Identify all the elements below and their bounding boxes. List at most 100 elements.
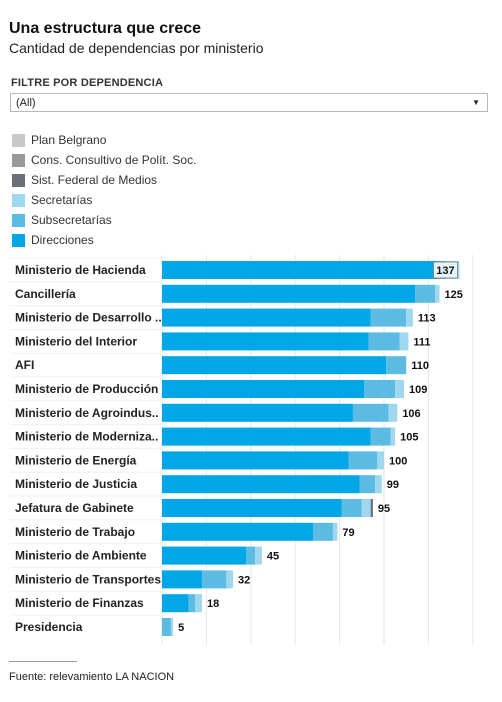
bar-segment[interactable] xyxy=(162,332,369,351)
bar-segment[interactable] xyxy=(162,380,365,398)
bar-segment[interactable] xyxy=(359,475,376,494)
bar-value-label: 99 xyxy=(387,479,399,491)
category-label: Ministerio de Ambiente xyxy=(15,549,147,563)
legend-label: Cons. Consultivo de Polít. Soc. xyxy=(31,153,197,167)
legend-label: Direcciones xyxy=(31,233,94,247)
bar-segment[interactable] xyxy=(395,380,404,398)
bar-segment[interactable] xyxy=(388,403,398,422)
legend-item[interactable]: Plan Belgrano xyxy=(12,130,196,150)
bar-segment[interactable] xyxy=(332,522,338,541)
bar-segment[interactable] xyxy=(348,451,378,470)
category-label: Ministerio de Hacienda xyxy=(15,263,146,277)
category-label: Ministerio de Trabajo xyxy=(15,525,135,539)
category-label: Ministerio del Interior xyxy=(15,334,137,348)
bar-segment[interactable] xyxy=(341,499,362,517)
bar-segment[interactable] xyxy=(435,284,440,303)
source-note: Fuente: relevamiento LA NACION xyxy=(9,671,175,683)
triangle-down-icon[interactable]: ▼ xyxy=(472,98,480,107)
category-label: Jefatura de Gabinete xyxy=(15,501,134,515)
bar-segment[interactable] xyxy=(162,546,247,565)
bar-value-label: 125 xyxy=(445,289,463,301)
bar-value-label: 137 xyxy=(436,265,454,277)
stacked-bar-chart: Ministerio de Hacienda 137 Cancillería 125 M… xyxy=(10,255,474,645)
bar-segment[interactable] xyxy=(162,403,353,422)
legend-swatch xyxy=(12,233,25,247)
bar-segment[interactable] xyxy=(195,594,202,613)
bar-value-label: 110 xyxy=(411,360,429,372)
bar-segment[interactable] xyxy=(162,261,438,279)
chart-subtitle: Cantidad de dependencias por ministerio xyxy=(9,40,264,56)
bar-segment[interactable] xyxy=(368,332,400,351)
bar-segment[interactable] xyxy=(352,403,389,422)
legend-item[interactable]: Cons. Consultivo de Polít. Soc. xyxy=(12,150,196,170)
category-label: Ministerio de Moderniza.. xyxy=(15,430,158,444)
category-label: Ministerio de Transportes xyxy=(15,572,161,586)
legend-item[interactable]: Subsecretarías xyxy=(12,210,196,230)
filter-dropdown[interactable]: (All) ▼ xyxy=(10,93,488,112)
bar-segment[interactable] xyxy=(370,499,373,517)
bar-segment[interactable] xyxy=(162,570,202,589)
bar-segment[interactable] xyxy=(386,356,407,375)
category-label: Ministerio de Finanzas xyxy=(15,596,144,610)
bar-segment[interactable] xyxy=(390,427,396,446)
bar-value-label: 100 xyxy=(389,455,407,467)
filter-dropdown-value: (All) xyxy=(16,97,36,109)
bar-segment[interactable] xyxy=(201,570,227,589)
legend-swatch xyxy=(12,213,25,227)
category-label: Cancillería xyxy=(15,287,76,301)
bar-value-label: 106 xyxy=(402,408,420,420)
bar-segment[interactable] xyxy=(162,594,189,613)
bar-segment[interactable] xyxy=(364,380,396,398)
bar-segment[interactable] xyxy=(162,618,171,636)
bar-value-label: 32 xyxy=(238,574,250,586)
category-label: Ministerio de Agroindus.. xyxy=(15,406,159,420)
bar-segment[interactable] xyxy=(162,284,416,303)
bar-segment[interactable] xyxy=(162,427,371,446)
bar-segment[interactable] xyxy=(370,427,391,446)
bar-value-label: 5 xyxy=(178,622,184,634)
bar-segment[interactable] xyxy=(375,475,382,494)
category-label: AFI xyxy=(15,358,34,372)
bar-segment[interactable] xyxy=(377,451,384,470)
bar-segment[interactable] xyxy=(162,475,360,494)
bar-segment[interactable] xyxy=(361,499,371,517)
bar-value-label: 113 xyxy=(418,313,436,325)
legend-label: Secretarías xyxy=(31,193,93,207)
chart-title: Una estructura que crece xyxy=(9,20,202,37)
category-label: Presidencia xyxy=(15,620,83,634)
bar-segment[interactable] xyxy=(162,356,387,375)
legend-item[interactable]: Sist. Federal de Medios xyxy=(12,170,196,190)
bar-segment[interactable] xyxy=(162,451,349,470)
bar-segment[interactable] xyxy=(188,594,196,613)
bar-value-label: 45 xyxy=(267,551,279,563)
bar-value-label: 79 xyxy=(342,527,354,539)
legend-swatch xyxy=(12,153,25,167)
bar-value-label: 111 xyxy=(413,336,430,348)
bar-segment[interactable] xyxy=(312,522,333,541)
legend-item[interactable]: Direcciones xyxy=(12,230,196,250)
bar-value-label: 95 xyxy=(378,503,390,515)
category-label: Ministerio de Desarrollo .. xyxy=(15,311,162,325)
value-highlight-box xyxy=(433,261,458,279)
bar-segment[interactable] xyxy=(162,308,371,327)
bar-segment[interactable] xyxy=(246,546,256,565)
bar-segment[interactable] xyxy=(399,332,409,351)
legend-swatch xyxy=(12,193,25,207)
bar-segment[interactable] xyxy=(415,284,436,303)
bar-value-label: 109 xyxy=(409,384,427,396)
bar-segment[interactable] xyxy=(406,308,413,327)
bar-segment[interactable] xyxy=(162,499,342,517)
bar-value-label: 105 xyxy=(400,432,418,444)
legend-swatch xyxy=(12,173,25,187)
bar-segment[interactable] xyxy=(370,308,407,327)
legend-item[interactable]: Secretarías xyxy=(12,190,196,210)
bar-segment[interactable] xyxy=(170,618,174,636)
legend-label: Sist. Federal de Medios xyxy=(31,173,158,187)
bar-segment[interactable] xyxy=(255,546,262,565)
bar-segment[interactable] xyxy=(226,570,234,589)
bar-segment[interactable] xyxy=(162,522,313,541)
category-label: Ministerio de Producción xyxy=(15,382,158,396)
category-label: Ministerio de Justicia xyxy=(15,477,137,491)
legend-label: Subsecretarías xyxy=(31,213,112,227)
legend-swatch xyxy=(12,133,25,147)
